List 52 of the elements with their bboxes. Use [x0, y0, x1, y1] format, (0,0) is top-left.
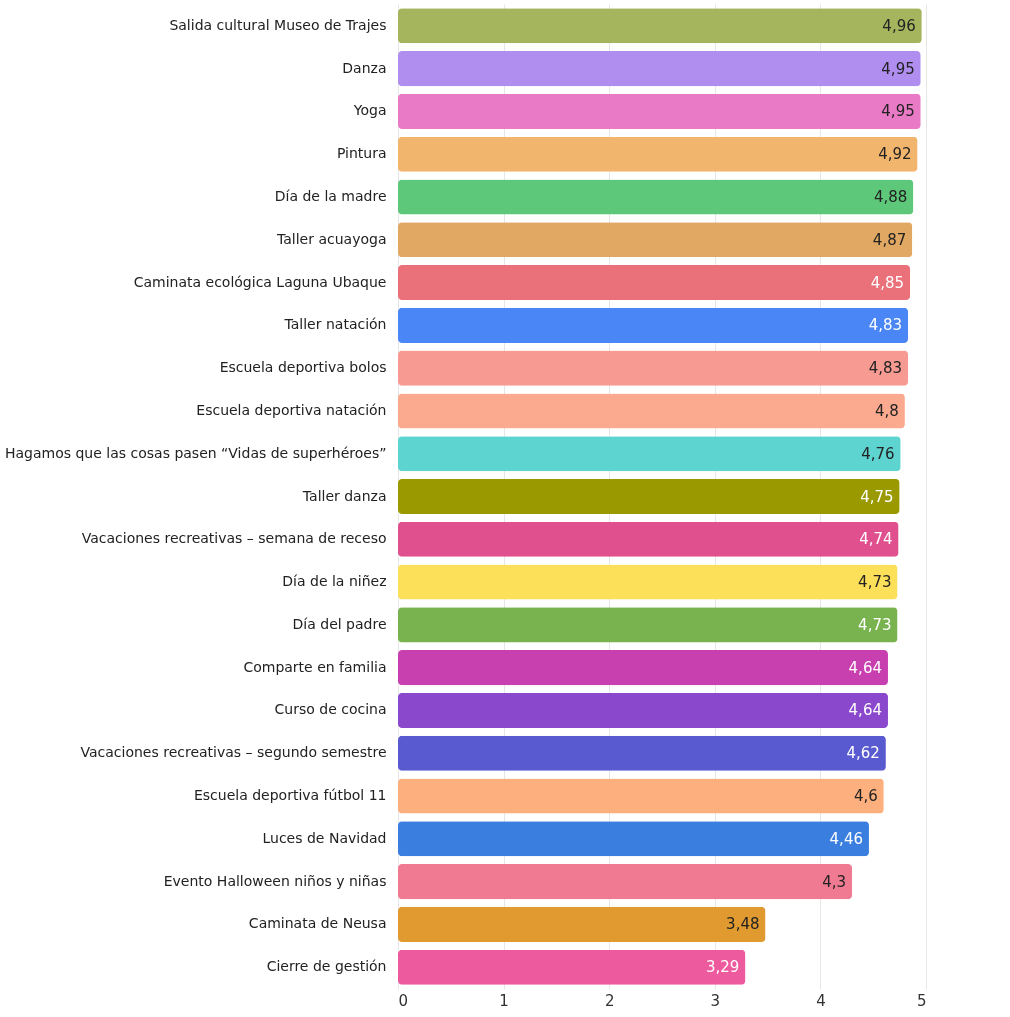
y-tick-label: Pintura: [336, 145, 387, 162]
y-tick-label: Taller natación: [283, 316, 387, 333]
y-tick-label: Día de la madre: [274, 187, 387, 204]
data-label: 4,83: [868, 359, 903, 378]
data-label: 4,92: [878, 145, 912, 164]
data-label: 4,85: [870, 273, 905, 292]
data-label: 4,8: [875, 401, 899, 420]
data-label: 4,75: [860, 487, 894, 506]
x-tick-label: 4: [816, 991, 826, 1010]
data-label: 4,87: [872, 230, 907, 249]
data-label: 4,73: [858, 573, 892, 592]
y-tick-label: Yoga: [352, 102, 387, 119]
y-tick-label: Cierre de gestión: [266, 958, 387, 975]
x-tick-label: 3: [710, 991, 721, 1010]
data-label: 4,64: [848, 658, 882, 677]
y-tick-label: Escuela deportiva fútbol 11: [193, 787, 387, 804]
data-label: 4,3: [822, 872, 847, 891]
y-tick-label: Hagamos que las cosas pasen “Vidas de superhéroes”: [4, 444, 387, 461]
y-tick-label: Escuela deportiva natación: [196, 401, 387, 418]
y-tick-label: Danza: [342, 59, 387, 76]
data-label: 3,29: [706, 958, 740, 977]
data-label: 4,83: [868, 316, 903, 335]
y-tick-label: Evento Halloween niños y niñas: [163, 872, 387, 889]
data-label: 4,73: [858, 615, 892, 634]
data-label: 4,76: [861, 444, 895, 463]
data-label: 4,46: [829, 829, 863, 848]
data-label: 4,88: [873, 187, 908, 206]
data-label: 4,62: [846, 744, 880, 763]
y-tick-label: Día del padre: [292, 615, 387, 632]
x-tick-label: 1: [499, 991, 509, 1010]
y-tick-label: Día de la niñez: [282, 573, 387, 590]
x-tick-label: 2: [604, 991, 615, 1010]
y-tick-label: Vacaciones recreativas – segundo semestre: [80, 744, 387, 761]
y-tick-label: Taller danza: [301, 487, 387, 504]
data-label: 4,95: [881, 102, 915, 121]
y-tick-label: Curso de cocina: [274, 701, 387, 718]
y-tick-label: Escuela deportiva bolos: [219, 359, 387, 376]
data-label: 4,64: [848, 701, 882, 720]
data-label: 4,6: [853, 787, 878, 806]
x-tick-label: 0: [398, 991, 409, 1010]
y-tick-label: Taller acuayoga: [276, 230, 387, 247]
y-tick-label: Comparte en familia: [243, 658, 387, 675]
x-tick-label: 5: [916, 991, 927, 1010]
y-tick-label: Salida cultural Museo de Trajes: [169, 16, 387, 33]
data-label: 4,74: [859, 530, 893, 549]
y-tick-label: Caminata de Neusa: [248, 915, 387, 932]
data-label: 4,95: [881, 59, 915, 78]
y-tick-label: Caminata ecológica Laguna Ubaque: [133, 273, 387, 290]
data-label: 4,96: [882, 16, 916, 35]
data-label: 3,48: [726, 915, 760, 934]
y-tick-label: Luces de Navidad: [262, 829, 387, 846]
y-tick-label: Vacaciones recreativas – semana de receso: [81, 530, 387, 547]
